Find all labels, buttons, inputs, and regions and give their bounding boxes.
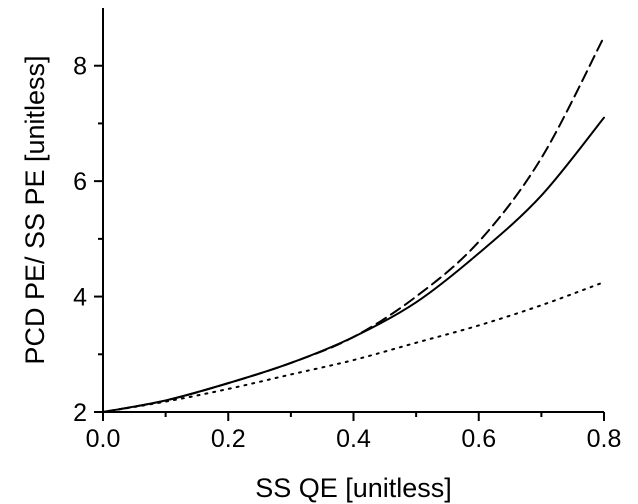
y-tick-label: 4 [73,284,87,312]
x-tick-label: 0.0 [86,425,121,453]
x-tick-label: 0.4 [336,425,371,453]
y-tick-label: 8 [73,53,87,81]
series-line-dotted [102,281,605,413]
x-tick-label: 0.2 [211,425,246,453]
x-tick-label: 0.6 [461,425,496,453]
y-axis-title: PCD PE/ SS PE [unitless] [20,55,50,364]
y-tick-label: 6 [73,168,87,196]
axes-layer [102,8,604,413]
y-tick-label: 2 [73,399,87,427]
series-line-solid [102,116,605,413]
x-axis-title: SS QE [unitless] [255,473,452,503]
series-line-dashed [102,35,605,413]
x-tick-label: 0.8 [587,425,622,453]
series-layer [102,35,605,413]
ticks-layer: 0.0 0.2 0.4 0.6 0.8 2 4 6 8 [73,53,621,453]
